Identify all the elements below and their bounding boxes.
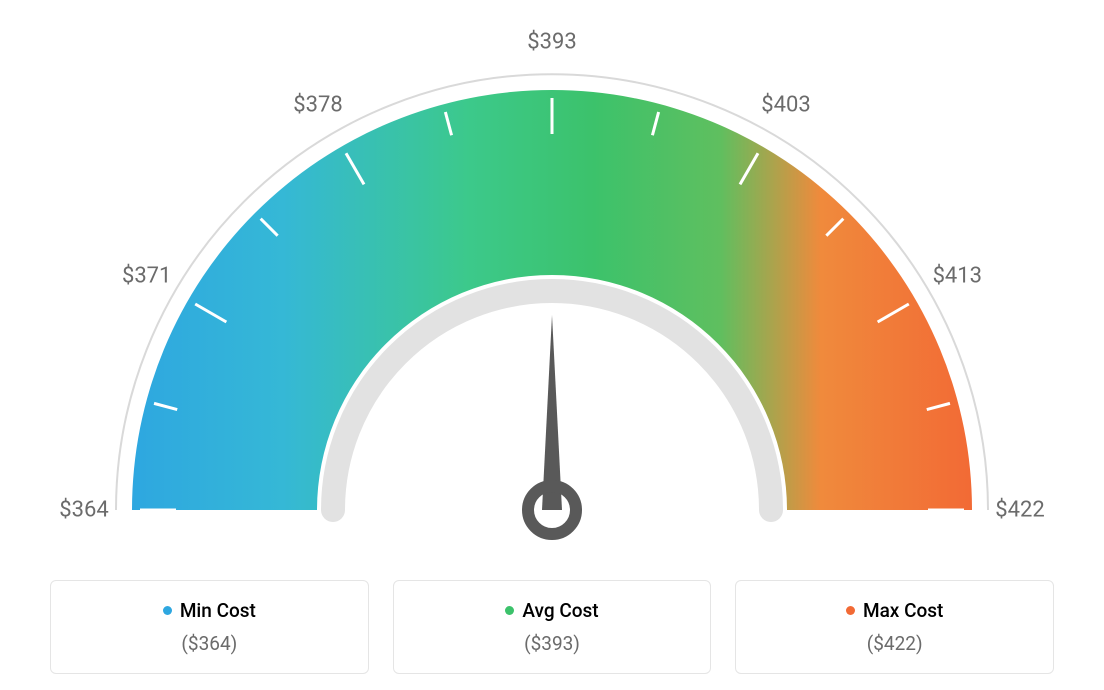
legend-value-max: ($422) [756,632,1033,655]
legend-label: Avg Cost [522,599,598,622]
gauge-tick-label: $403 [761,92,810,117]
gauge-tick-label: $422 [995,498,1044,523]
legend-label: Max Cost [863,599,943,622]
cost-gauge: $364 $371 $378 $393 $403 $413 $422 [0,0,1104,560]
legend-title-max: Max Cost [846,599,943,622]
gauge-tick-label: $364 [59,498,108,523]
legend-card-min: Min Cost ($364) [50,580,369,674]
dot-icon [505,606,514,615]
gauge-tick-label: $378 [293,92,342,117]
legend-value-min: ($364) [71,632,348,655]
dot-icon [846,606,855,615]
gauge-tick-label: $371 [122,264,171,289]
legend-label: Min Cost [180,599,256,622]
gauge-tick-label: $393 [527,30,576,55]
legend-title-avg: Avg Cost [505,599,598,622]
dot-icon [163,606,172,615]
legend-card-max: Max Cost ($422) [735,580,1054,674]
gauge-tick-label: $413 [933,264,982,289]
legend-row: Min Cost ($364) Avg Cost ($393) Max Cost… [0,580,1104,674]
legend-title-min: Min Cost [163,599,256,622]
legend-value-avg: ($393) [414,632,691,655]
legend-card-avg: Avg Cost ($393) [393,580,712,674]
